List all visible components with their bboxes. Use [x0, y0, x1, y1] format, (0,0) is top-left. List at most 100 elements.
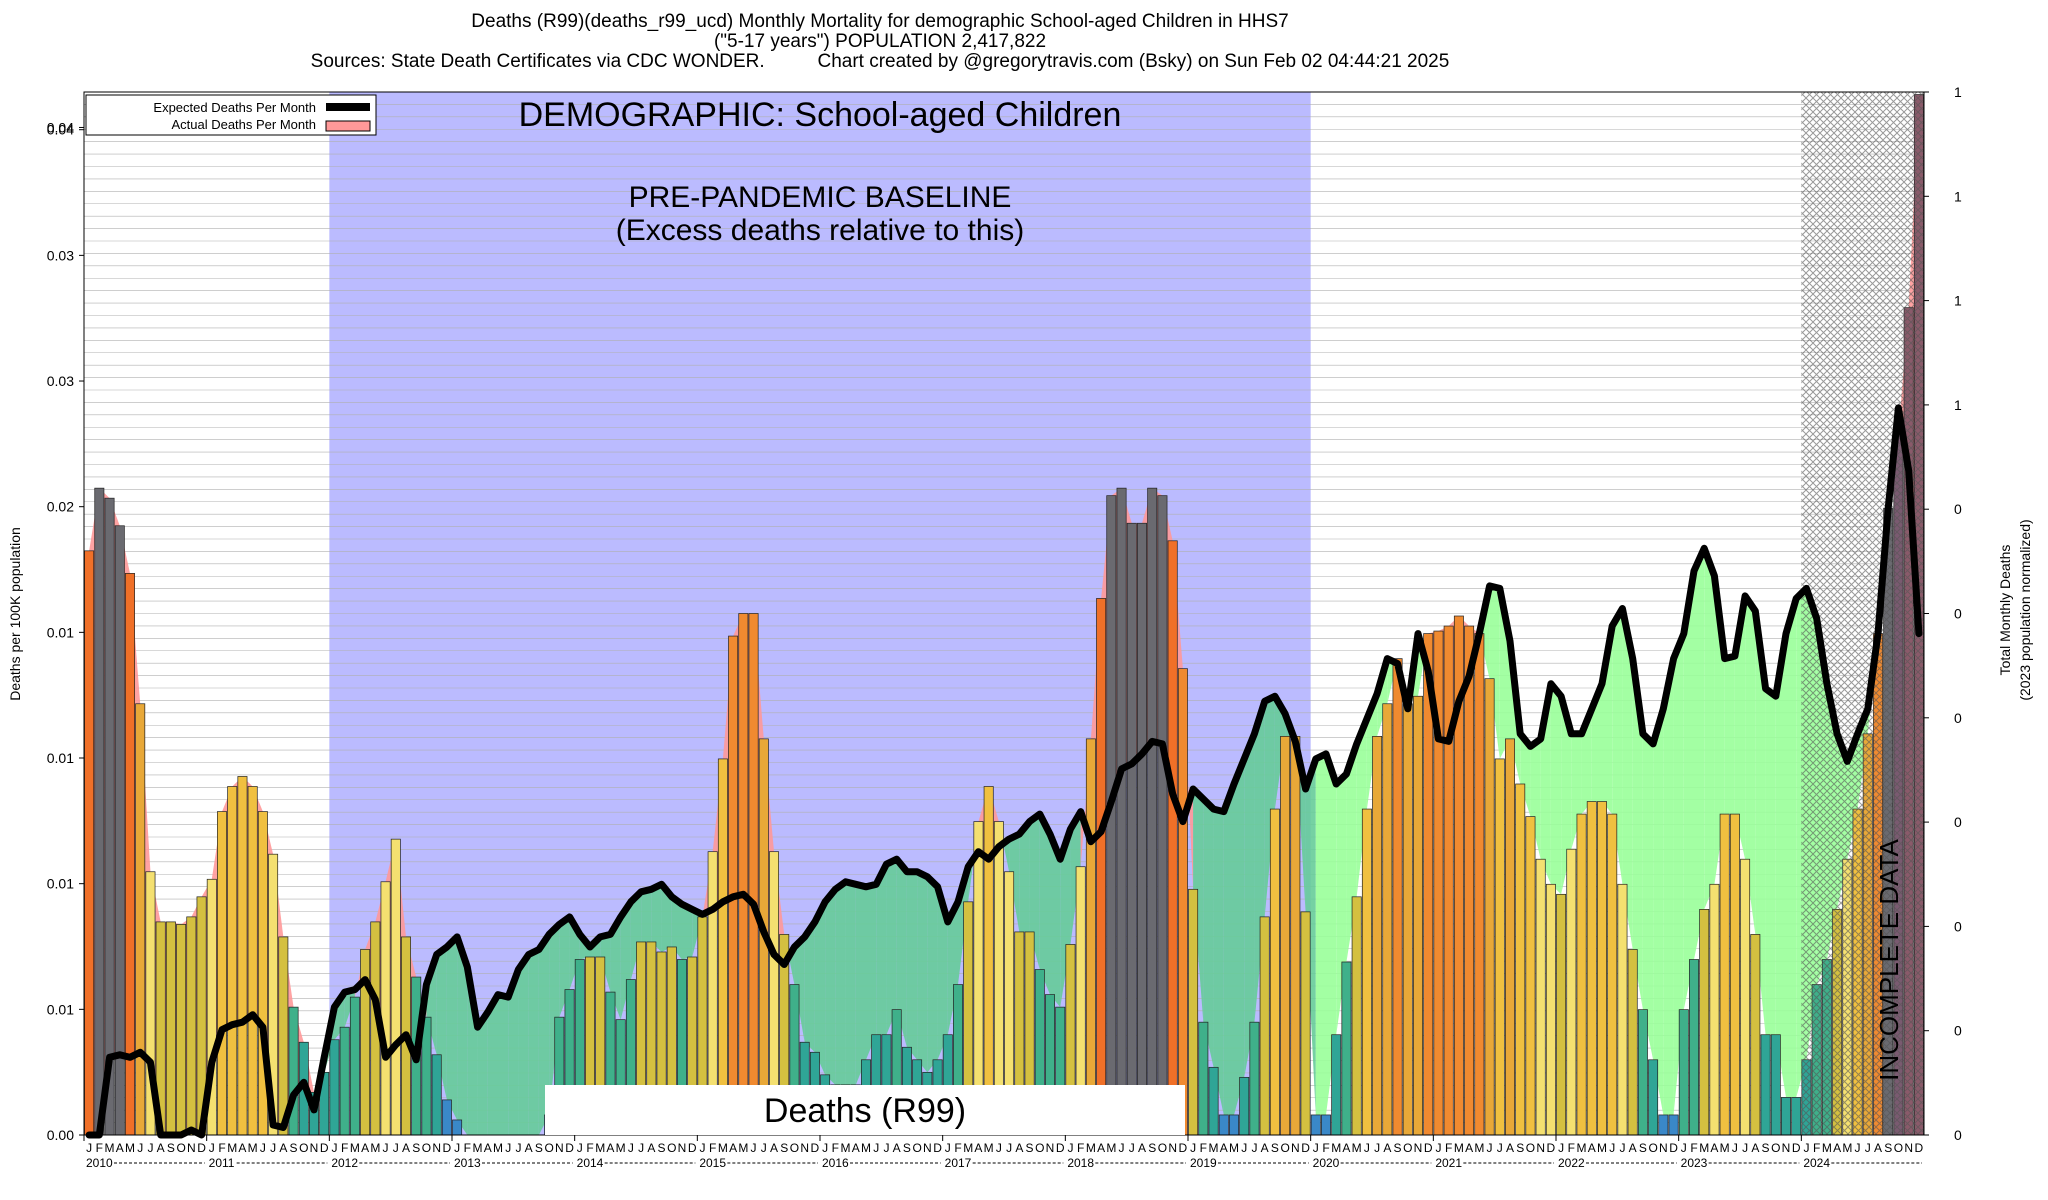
- y-tick-label-right: 0: [1954, 1127, 1962, 1143]
- month-tick-label: J: [137, 1141, 143, 1155]
- month-tick-label: J: [260, 1141, 266, 1155]
- month-tick-label: M: [1822, 1141, 1832, 1155]
- month-tick-label: F: [954, 1141, 961, 1155]
- month-tick-label: J: [822, 1141, 828, 1155]
- y-tick-label-left: 0.01: [47, 876, 74, 892]
- expected-above-actual-fill: [1550, 683, 1562, 895]
- expected-above-actual-fill: [1039, 814, 1050, 995]
- month-tick-label: M: [1106, 1141, 1116, 1155]
- month-tick-label: A: [1506, 1141, 1514, 1155]
- month-tick-label: O: [1648, 1141, 1657, 1155]
- month-tick-label: J: [883, 1141, 889, 1155]
- y-tick-label-left: 0.03: [47, 373, 74, 389]
- month-tick-label: S: [1026, 1141, 1034, 1155]
- expected-above-actual-fill: [1561, 696, 1572, 895]
- month-tick-label: J: [1313, 1141, 1319, 1155]
- month-tick-label: J: [1241, 1141, 1247, 1155]
- incomplete-data-region: [1801, 92, 1924, 1135]
- year-label: 2010: [86, 1156, 113, 1170]
- month-tick-label: M: [861, 1141, 871, 1155]
- month-tick-label: M: [1577, 1141, 1587, 1155]
- expected-above-actual-fill: [1029, 814, 1040, 970]
- month-tick-label: O: [790, 1141, 799, 1155]
- y-tick-label-left: 0.01: [47, 1001, 74, 1017]
- year-label: 2019: [1190, 1156, 1217, 1170]
- month-tick-label: A: [974, 1141, 982, 1155]
- month-tick-label: O: [1403, 1141, 1412, 1155]
- year-label: 2023: [1681, 1156, 1708, 1170]
- actual-deaths-bar: [165, 921, 176, 1136]
- actual-deaths-bar: [1321, 1114, 1331, 1136]
- actual-deaths-bar: [1617, 883, 1628, 1136]
- month-tick-label: O: [1526, 1141, 1535, 1155]
- actual-deaths-bar: [1218, 1114, 1229, 1136]
- month-tick-label: M: [1209, 1141, 1219, 1155]
- actual-deaths-bar: [717, 758, 728, 1136]
- expected-above-actual-fill: [1305, 758, 1316, 1115]
- expected-above-actual-fill: [1213, 809, 1224, 1115]
- month-tick-label: J: [270, 1141, 276, 1155]
- actual-deaths-bar: [1474, 633, 1485, 1136]
- expected-above-actual-fill: [855, 884, 866, 1085]
- month-tick-label: N: [1904, 1141, 1913, 1155]
- expected-above-actual-fill: [1019, 821, 1030, 932]
- actual-deaths-bar: [1259, 916, 1270, 1136]
- month-tick-label: D: [1424, 1141, 1433, 1155]
- month-tick-label: M: [1086, 1141, 1096, 1155]
- expected-above-actual-fill: [1264, 696, 1275, 917]
- month-tick-label: J: [1619, 1141, 1625, 1155]
- month-tick-label: J: [1732, 1141, 1738, 1155]
- actual-deaths-bar: [1464, 625, 1475, 1136]
- month-tick-label: N: [1782, 1141, 1791, 1155]
- actual-deaths-bar: [1188, 888, 1199, 1136]
- cause-label: Deaths (R99): [764, 1092, 966, 1130]
- legend-actual-swatch: [325, 120, 371, 132]
- actual-deaths-bar: [380, 881, 391, 1136]
- month-tick-label: M: [718, 1141, 728, 1155]
- actual-deaths-bar: [329, 1039, 340, 1136]
- month-tick-label: O: [1771, 1141, 1780, 1155]
- expected-above-actual-fill: [1366, 693, 1378, 810]
- expected-above-actual-fill: [1060, 829, 1071, 1008]
- actual-deaths-bar: [349, 996, 360, 1136]
- actual-deaths-bar: [1699, 909, 1710, 1136]
- expected-above-actual-fill: [927, 876, 938, 1073]
- actual-deaths-bar: [1331, 1034, 1342, 1136]
- actual-deaths-bar: [1576, 813, 1587, 1136]
- actual-deaths-bar: [217, 811, 227, 1136]
- expected-above-actual-fill: [794, 936, 805, 1043]
- legend-expected-label: Expected Deaths Per Month: [153, 100, 316, 115]
- year-label: 2018: [1067, 1156, 1094, 1170]
- month-tick-label: J: [873, 1141, 879, 1155]
- expected-above-actual-fill: [1009, 834, 1020, 932]
- month-tick-label: N: [1291, 1141, 1300, 1155]
- month-tick-label: J: [1558, 1141, 1564, 1155]
- month-tick-label: F: [218, 1141, 225, 1155]
- month-tick-label: O: [176, 1141, 185, 1155]
- actual-deaths-bar: [1678, 1009, 1689, 1136]
- y-axis-label-right: Total Monthly Deaths: [1997, 545, 2013, 676]
- actual-deaths-bar: [1290, 736, 1301, 1136]
- baseline-label: PRE-PANDEMIC BASELINE: [629, 181, 1012, 214]
- month-tick-label: A: [1015, 1141, 1023, 1155]
- incomplete-data-label: INCOMPLETE DATA: [1874, 838, 1904, 1080]
- actual-deaths-bar: [1637, 1009, 1648, 1136]
- expected-above-actual-fill: [641, 889, 652, 942]
- month-tick-label: S: [1639, 1141, 1647, 1155]
- actual-deaths-bar: [1341, 961, 1352, 1136]
- actual-deaths-bar: [1413, 695, 1423, 1136]
- expected-above-actual-fill: [804, 921, 815, 1053]
- month-tick-label: A: [238, 1141, 246, 1155]
- year-label: 2021: [1435, 1156, 1462, 1170]
- month-tick-label: A: [1097, 1141, 1105, 1155]
- expected-above-actual-fill: [549, 924, 560, 1115]
- expected-above-actual-fill: [917, 871, 928, 1073]
- expected-above-actual-fill: [1786, 598, 1797, 1098]
- actual-deaths-bar: [84, 550, 95, 1136]
- month-tick-label: O: [1280, 1141, 1289, 1155]
- month-tick-label: M: [1331, 1141, 1341, 1155]
- month-tick-label: M: [473, 1141, 483, 1155]
- cause-label-box: [545, 1085, 1185, 1135]
- actual-deaths-bar: [728, 635, 739, 1136]
- actual-deaths-bar: [278, 936, 289, 1136]
